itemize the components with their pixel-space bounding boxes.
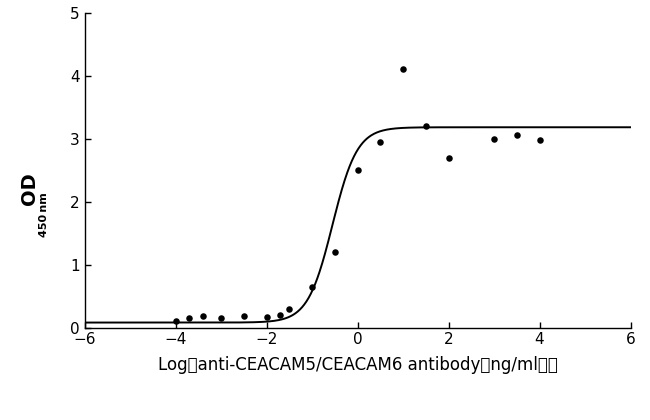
Point: [489, 135, 499, 142]
Point: [398, 66, 408, 73]
Point: [198, 313, 208, 320]
Text: 450 nm: 450 nm: [39, 192, 49, 236]
Point: [512, 132, 522, 139]
Point: [307, 283, 317, 290]
Point: [170, 318, 181, 325]
Point: [284, 305, 294, 312]
Point: [534, 136, 545, 143]
Point: [184, 315, 194, 322]
Point: [261, 313, 272, 320]
Point: [352, 167, 363, 173]
Point: [216, 315, 226, 322]
Point: [330, 249, 340, 255]
Point: [275, 312, 285, 318]
Point: [239, 313, 249, 320]
Text: OD: OD: [20, 173, 39, 205]
Point: [375, 138, 385, 145]
X-axis label: Log（anti-CEACAM5/CEACAM6 antibody（ng/ml））: Log（anti-CEACAM5/CEACAM6 antibody（ng/ml）…: [157, 356, 558, 374]
Point: [443, 154, 454, 161]
Point: [421, 123, 431, 129]
